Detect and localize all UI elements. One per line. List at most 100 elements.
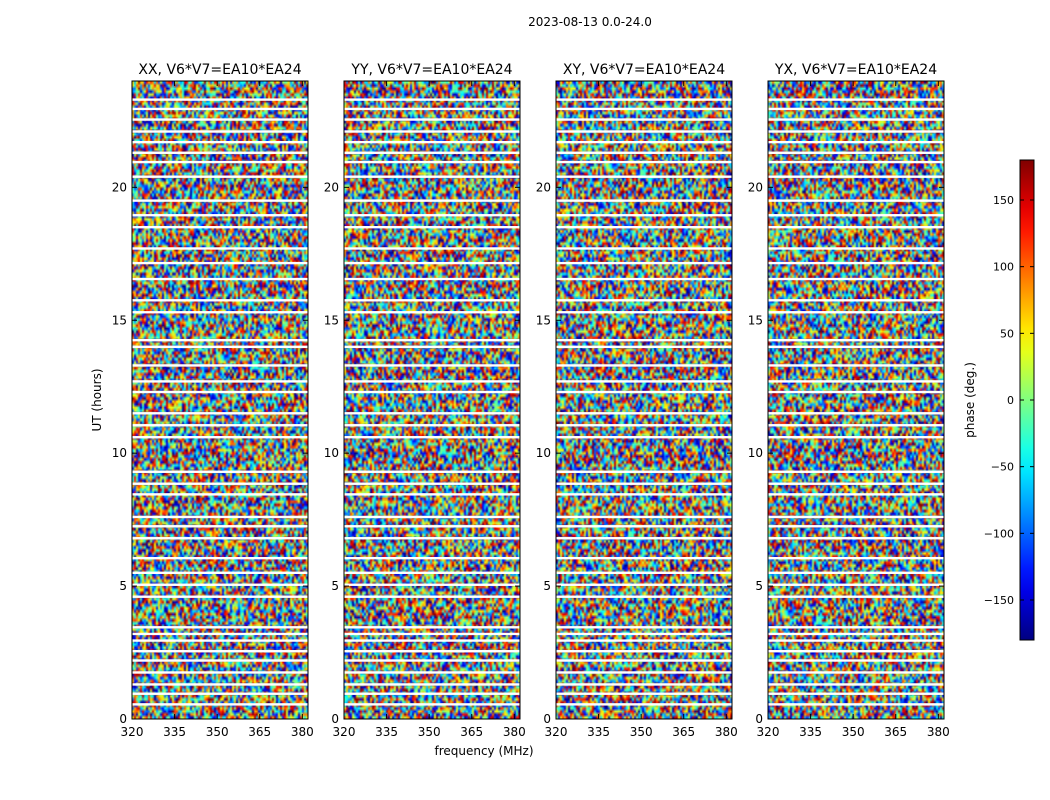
flagged-row xyxy=(556,338,732,342)
x-tick-label: 365 xyxy=(248,725,271,739)
y-tick-label: 0 xyxy=(755,712,763,726)
flagged-row xyxy=(556,424,732,427)
flagged-row xyxy=(556,107,732,111)
flagged-row xyxy=(132,199,308,202)
flagged-row xyxy=(768,261,944,265)
flagged-row xyxy=(768,380,944,383)
x-tick-label: 350 xyxy=(418,725,441,739)
flagged-row xyxy=(556,692,732,695)
panel-frame xyxy=(343,80,521,720)
flagged-row xyxy=(344,151,520,154)
flagged-row xyxy=(768,537,944,540)
flagged-row xyxy=(132,98,308,101)
phase-heatmap-1 xyxy=(132,81,308,719)
flagged-row xyxy=(132,107,308,111)
flagged-row xyxy=(768,160,944,164)
flagged-row xyxy=(556,470,732,473)
y-tick-label: 20 xyxy=(748,180,763,194)
flagged-row xyxy=(344,390,520,394)
flagged-row xyxy=(556,639,732,642)
flagged-row xyxy=(768,692,944,695)
flagged-row xyxy=(556,199,732,202)
flagged-row xyxy=(768,107,944,111)
flagged-row xyxy=(344,583,520,586)
flagged-row xyxy=(768,703,944,706)
flagged-row xyxy=(344,515,520,519)
flagged-row xyxy=(132,482,308,485)
panel-frame xyxy=(555,80,733,720)
flagged-row xyxy=(344,525,520,528)
panel-title: XX, V6*V7=EA10*EA24 xyxy=(138,62,301,78)
flagged-row xyxy=(768,515,944,519)
flagged-row xyxy=(556,556,732,560)
flagged-row xyxy=(132,571,308,574)
flagged-row xyxy=(132,390,308,394)
flagged-row xyxy=(556,247,732,250)
flagged-row xyxy=(768,311,944,314)
flagged-row xyxy=(556,311,732,314)
flagged-row xyxy=(768,390,944,394)
flagged-row xyxy=(344,703,520,706)
flagged-row xyxy=(556,626,732,629)
flagged-row xyxy=(344,364,520,367)
flagged-row xyxy=(768,659,944,662)
flagged-row xyxy=(768,424,944,427)
flagged-row xyxy=(556,130,732,133)
x-tick-label: 320 xyxy=(333,725,356,739)
flagged-row xyxy=(556,412,732,415)
phase-heatmap-4 xyxy=(768,81,944,719)
flagged-row xyxy=(344,130,520,133)
flagged-row xyxy=(556,537,732,540)
flagged-row xyxy=(556,671,732,674)
flagged-row xyxy=(768,175,944,178)
y-tick-label: 5 xyxy=(331,579,339,593)
flagged-row xyxy=(768,525,944,528)
flagged-row xyxy=(132,639,308,642)
flagged-row xyxy=(556,650,732,653)
flagged-row xyxy=(344,277,520,281)
flagged-row xyxy=(768,338,944,342)
colorbar-tick-label: 150 xyxy=(993,194,1014,207)
flagged-row xyxy=(556,226,732,229)
flagged-row xyxy=(344,338,520,342)
flagged-row xyxy=(344,107,520,111)
x-tick-label: 320 xyxy=(121,725,144,739)
flagged-row xyxy=(768,571,944,574)
flagged-row xyxy=(556,525,732,528)
flagged-row xyxy=(768,151,944,154)
flagged-row xyxy=(344,571,520,574)
y-tick-label: 5 xyxy=(543,579,551,593)
flagged-row xyxy=(132,364,308,367)
y-tick-label: 20 xyxy=(324,180,339,194)
flagged-row xyxy=(132,556,308,560)
x-tick-label: 350 xyxy=(206,725,229,739)
x-tick-label: 350 xyxy=(630,725,653,739)
flagged-row xyxy=(132,671,308,674)
flagged-row xyxy=(768,671,944,674)
flagged-row xyxy=(556,160,732,164)
colorbar: −150 −100 −50 0 50 100 150 xyxy=(984,159,1035,641)
x-tick-label: 380 xyxy=(291,725,314,739)
flagged-row xyxy=(768,277,944,281)
panel-2: YY, V6*V7=EA10*EA24 320 335 350 365 380 0 5 10 15… xyxy=(324,62,526,739)
flagged-row xyxy=(556,299,732,302)
flagged-row xyxy=(556,364,732,367)
y-tick-label: 15 xyxy=(748,313,763,327)
flagged-row xyxy=(344,436,520,439)
panel-frame xyxy=(767,80,945,720)
panel-title: XY, V6*V7=EA10*EA24 xyxy=(563,62,725,78)
x-tick-label: 365 xyxy=(672,725,695,739)
flagged-row xyxy=(556,98,732,101)
x-tick-label: 335 xyxy=(587,725,610,739)
flagged-row xyxy=(344,595,520,598)
flagged-row xyxy=(768,199,944,202)
panel-1: XX, V6*V7=EA10*EA24 320 335 350 365 380 0 5 10 15… xyxy=(112,62,314,739)
flagged-row xyxy=(132,345,308,349)
flagged-row xyxy=(556,140,732,144)
flagged-row xyxy=(344,556,520,560)
x-tick-label: 335 xyxy=(799,725,822,739)
flagged-row xyxy=(344,650,520,653)
flagged-row xyxy=(132,595,308,598)
y-tick-label: 15 xyxy=(536,313,551,327)
flagged-row xyxy=(344,175,520,178)
